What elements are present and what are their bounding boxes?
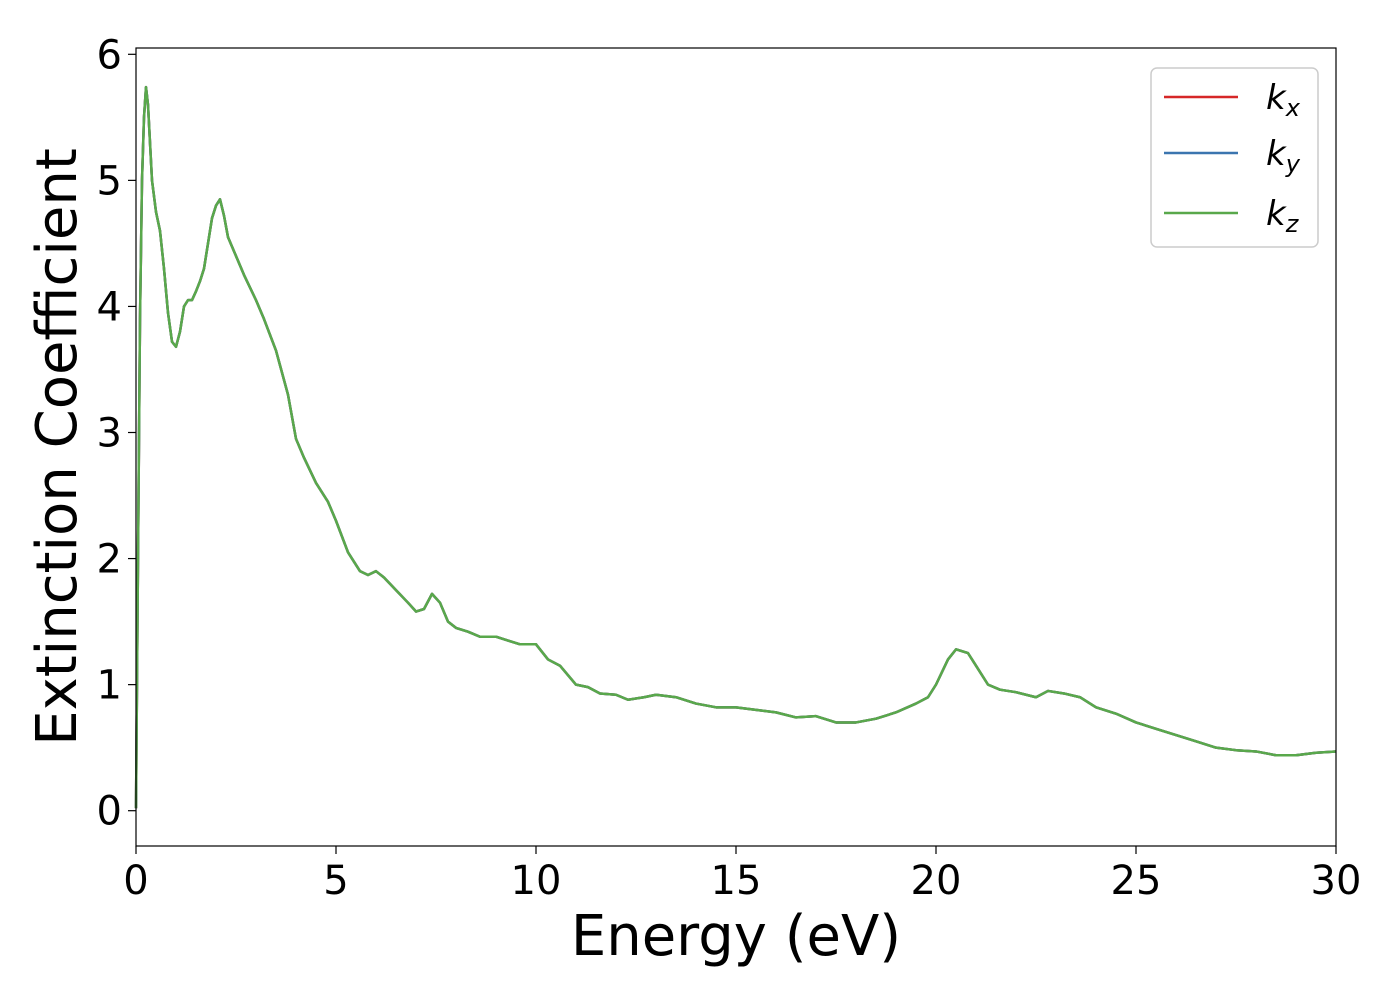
y-tick-label: 1	[97, 663, 122, 709]
x-tick-label: 15	[711, 858, 762, 904]
y-tick-label: 2	[97, 537, 122, 583]
x-tick-label: 0	[123, 858, 148, 904]
x-tick-label: 5	[323, 858, 348, 904]
x-axis-label: Energy (eV)	[571, 904, 901, 969]
legend-entry-kx: kx	[1266, 78, 1301, 122]
legend-frame	[1150, 67, 1319, 248]
x-tick-label: 10	[511, 858, 562, 904]
y-axis-ticks: 0 1 2 3 4 5 6	[97, 32, 136, 835]
x-tick-label: 30	[1311, 858, 1362, 904]
y-tick-label: 4	[97, 284, 122, 330]
legend-entry-kz: kz	[1266, 194, 1300, 238]
y-tick-label: 0	[97, 789, 122, 835]
y-tick-label: 3	[97, 411, 122, 457]
series-layer	[134, 85, 1337, 809]
y-tick-label: 6	[97, 32, 122, 78]
y-tick-label: 5	[97, 158, 122, 204]
x-tick-label: 20	[911, 858, 962, 904]
x-axis-ticks: 0 5 10 15 20 25 30	[123, 846, 1361, 904]
plot-background	[136, 48, 1336, 846]
legend-entry-ky: ky	[1266, 134, 1301, 178]
series-line-kz	[134, 85, 1337, 809]
x-tick-label: 25	[1111, 858, 1162, 904]
y-axis-label: Extinction Coefficient	[25, 148, 90, 746]
legend: kx ky kz	[1150, 67, 1319, 248]
